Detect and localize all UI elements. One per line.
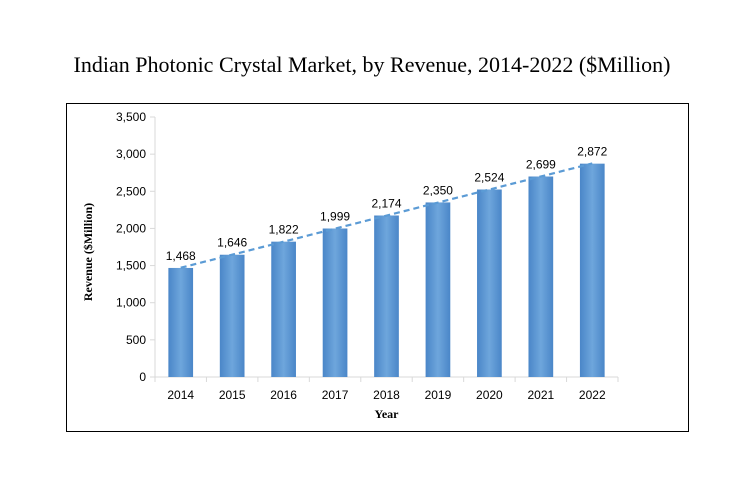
data-label-2018: 2,174 bbox=[371, 197, 401, 211]
y-tick-label: 500 bbox=[126, 333, 146, 347]
x-tick-label: 2017 bbox=[322, 388, 349, 402]
y-tick-label: 1,500 bbox=[116, 259, 146, 273]
bar-2022 bbox=[579, 163, 605, 377]
data-labels: 1,468 1,646 1,822 1,999 2,174 2,350 2,524 2,699… bbox=[166, 145, 608, 263]
x-axis-title: Year bbox=[375, 407, 400, 421]
data-label-2015: 1,646 bbox=[217, 236, 247, 250]
chart-title: Indian Photonic Crystal Market, by Reven… bbox=[73, 52, 671, 77]
bar-2016 bbox=[271, 241, 296, 377]
x-tick-label: 2015 bbox=[219, 388, 246, 402]
x-tick-label: 2018 bbox=[373, 388, 400, 402]
data-label-2021: 2,699 bbox=[526, 158, 556, 172]
x-tick-label: 2019 bbox=[425, 388, 452, 402]
y-tick-label: 3,500 bbox=[116, 110, 146, 124]
y-axis-ticks: 0 500 1,000 1,500 2,000 2,500 3,000 3,500 bbox=[116, 110, 155, 384]
x-tick-label: 2021 bbox=[527, 388, 554, 402]
x-tick-label: 2022 bbox=[579, 388, 606, 402]
y-tick-label: 3,000 bbox=[116, 147, 146, 161]
y-tick-label: 2,000 bbox=[116, 221, 146, 235]
bars bbox=[168, 163, 605, 377]
x-axis-ticks: 2014 2015 2016 2017 2018 2019 2020 2021 2022 bbox=[154, 377, 619, 402]
x-tick-label: 2016 bbox=[270, 388, 297, 402]
x-tick-label: 2014 bbox=[167, 388, 194, 402]
data-label-2017: 1,999 bbox=[320, 210, 350, 224]
y-tick-label: 0 bbox=[139, 370, 146, 384]
y-tick-label: 1,000 bbox=[116, 296, 146, 310]
bar-2015 bbox=[219, 254, 245, 377]
y-axis-title: Revenue ($Million) bbox=[81, 203, 95, 301]
data-label-2022: 2,872 bbox=[577, 145, 607, 159]
data-label-2014: 1,468 bbox=[166, 249, 196, 263]
data-label-2019: 2,350 bbox=[423, 183, 453, 197]
bar-2018 bbox=[374, 215, 399, 377]
bar-2017 bbox=[322, 228, 348, 377]
y-tick-label: 2,500 bbox=[116, 184, 146, 198]
bar-2020 bbox=[477, 189, 502, 377]
bar-2019 bbox=[425, 202, 451, 377]
trend-line bbox=[180, 162, 593, 269]
data-label-2016: 1,822 bbox=[269, 223, 299, 237]
bar-2021 bbox=[528, 176, 554, 377]
data-label-2020: 2,524 bbox=[474, 171, 504, 185]
x-tick-label: 2020 bbox=[476, 388, 503, 402]
bar-2014 bbox=[168, 267, 194, 377]
